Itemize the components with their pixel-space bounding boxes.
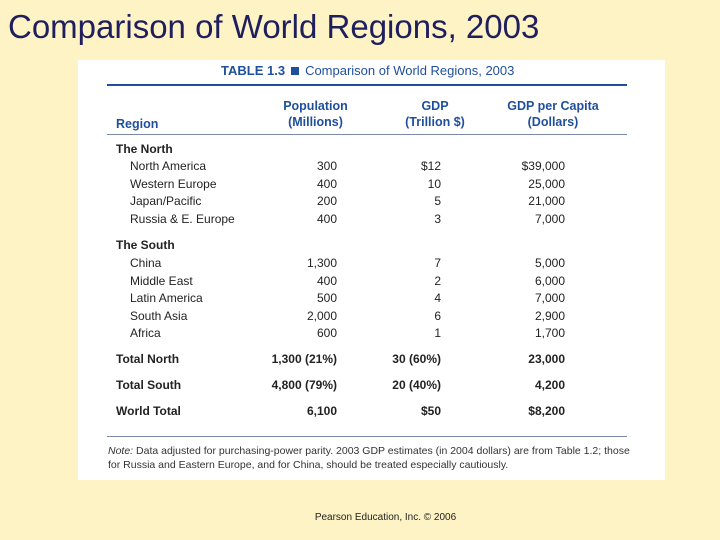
table-caption-text: Comparison of World Regions, 2003 (305, 63, 515, 78)
population-cell: 500 (316, 291, 337, 305)
region-cell: The South (116, 238, 175, 252)
table-row: Latin America 500 4 7,000 (78, 291, 665, 309)
gdp-cell: 2 (434, 274, 441, 288)
total-row: World Total 6,100 $50 $8,200 (78, 404, 665, 422)
table-row: Western Europe 400 10 25,000 (78, 177, 665, 195)
bottom-rule (107, 436, 627, 437)
table-row: Japan/Pacific 200 5 21,000 (78, 194, 665, 212)
region-cell: Western Europe (130, 177, 217, 191)
population-cell: 6,100 (306, 404, 337, 418)
header-gdp: GDP (Trillion $) (405, 99, 465, 129)
population-cell: 400 (316, 274, 337, 288)
slide-title: Comparison of World Regions, 2003 (8, 8, 540, 45)
header-rule (107, 134, 627, 135)
region-cell: Total South (116, 378, 182, 392)
region-cell: Total North (116, 352, 180, 366)
table-row: North America 300 $12 $39,000 (78, 159, 665, 177)
gdp-per-capita-cell: 25,000 (528, 177, 565, 191)
gdp-cell: 4 (434, 291, 441, 305)
gdp-per-capita-cell: $8,200 (528, 404, 565, 418)
top-rule (107, 84, 627, 86)
gdp-per-capita-cell: 21,000 (528, 194, 565, 208)
gdp-per-capita-cell: 7,000 (534, 212, 565, 226)
population-cell: 600 (316, 326, 337, 340)
gdp-per-capita-cell: 4,200 (534, 378, 565, 392)
population-cell: 400 (316, 212, 337, 226)
table-panel: TABLE 1.3 Comparison of World Regions, 20… (78, 60, 665, 480)
gdp-per-capita-cell: 1,700 (534, 326, 565, 340)
table-row: South Asia 2,000 6 2,900 (78, 309, 665, 327)
gdp-cell: 30 (60%) (392, 352, 441, 366)
copyright-footer: Pearson Education, Inc. © 2006 (314, 512, 457, 523)
region-cell: North America (130, 159, 207, 173)
gdp-cell: 3 (434, 212, 441, 226)
gdp-cell: 5 (434, 194, 441, 208)
note-label: Note: (108, 445, 134, 457)
region-cell: Russia & E. Europe (130, 212, 235, 226)
region-cell: Japan/Pacific (130, 194, 202, 208)
table-row: Africa 600 1 1,700 (78, 326, 665, 344)
gdp-per-capita-cell: $39,000 (521, 159, 565, 173)
region-cell: Africa (130, 326, 161, 340)
gdp-per-capita-cell: 23,000 (528, 352, 565, 366)
region-cell: China (130, 256, 162, 270)
note-text: Data adjusted for purchasing-power parit… (108, 445, 630, 471)
table-number: TABLE 1.3 (221, 63, 286, 78)
gdp-cell: 1 (434, 326, 441, 340)
gdp-cell: 20 (40%) (392, 378, 441, 392)
total-row: Total North 1,300 (21%) 30 (60%) 23,000 (78, 352, 665, 370)
region-cell: World Total (116, 404, 181, 418)
population-cell: 400 (316, 177, 337, 191)
table-row: China 1,300 7 5,000 (78, 256, 665, 274)
gdp-per-capita-cell: 6,000 (534, 274, 565, 288)
header-population: Population (Millions) (283, 99, 348, 129)
table-row: Middle East 400 2 6,000 (78, 274, 665, 292)
gdp-cell: 7 (434, 256, 441, 270)
population-cell: 4,800 (79%) (271, 378, 337, 392)
header-gdp-per-capita: GDP per Capita (Dollars) (507, 99, 599, 129)
population-cell: 2,000 (306, 309, 337, 323)
gdp-cell: $50 (420, 404, 441, 418)
region-cell: Middle East (130, 274, 193, 288)
table-note: Note: Data adjusted for purchasing-power… (108, 444, 633, 472)
region-cell: Latin America (130, 291, 203, 305)
table-caption: TABLE 1.3 Comparison of World Regions, 20… (221, 63, 514, 78)
gdp-per-capita-cell: 7,000 (534, 291, 565, 305)
square-bullet-icon (291, 67, 300, 76)
gdp-cell: 6 (434, 309, 441, 323)
population-cell: 300 (316, 159, 337, 173)
group-row: The North (78, 142, 665, 160)
gdp-per-capita-cell: 5,000 (534, 256, 565, 270)
region-cell: South Asia (130, 309, 188, 323)
gdp-cell: $12 (420, 159, 441, 173)
population-cell: 1,300 (21%) (271, 352, 337, 366)
region-cell: The North (116, 142, 173, 156)
table-row: Russia & E. Europe 400 3 7,000 (78, 212, 665, 230)
header-region: Region (116, 117, 159, 131)
gdp-cell: 10 (427, 177, 441, 191)
group-row: The South (78, 238, 665, 256)
population-cell: 200 (316, 194, 337, 208)
population-cell: 1,300 (306, 256, 337, 270)
total-row: Total South 4,800 (79%) 20 (40%) 4,200 (78, 378, 665, 396)
gdp-per-capita-cell: 2,900 (534, 309, 565, 323)
